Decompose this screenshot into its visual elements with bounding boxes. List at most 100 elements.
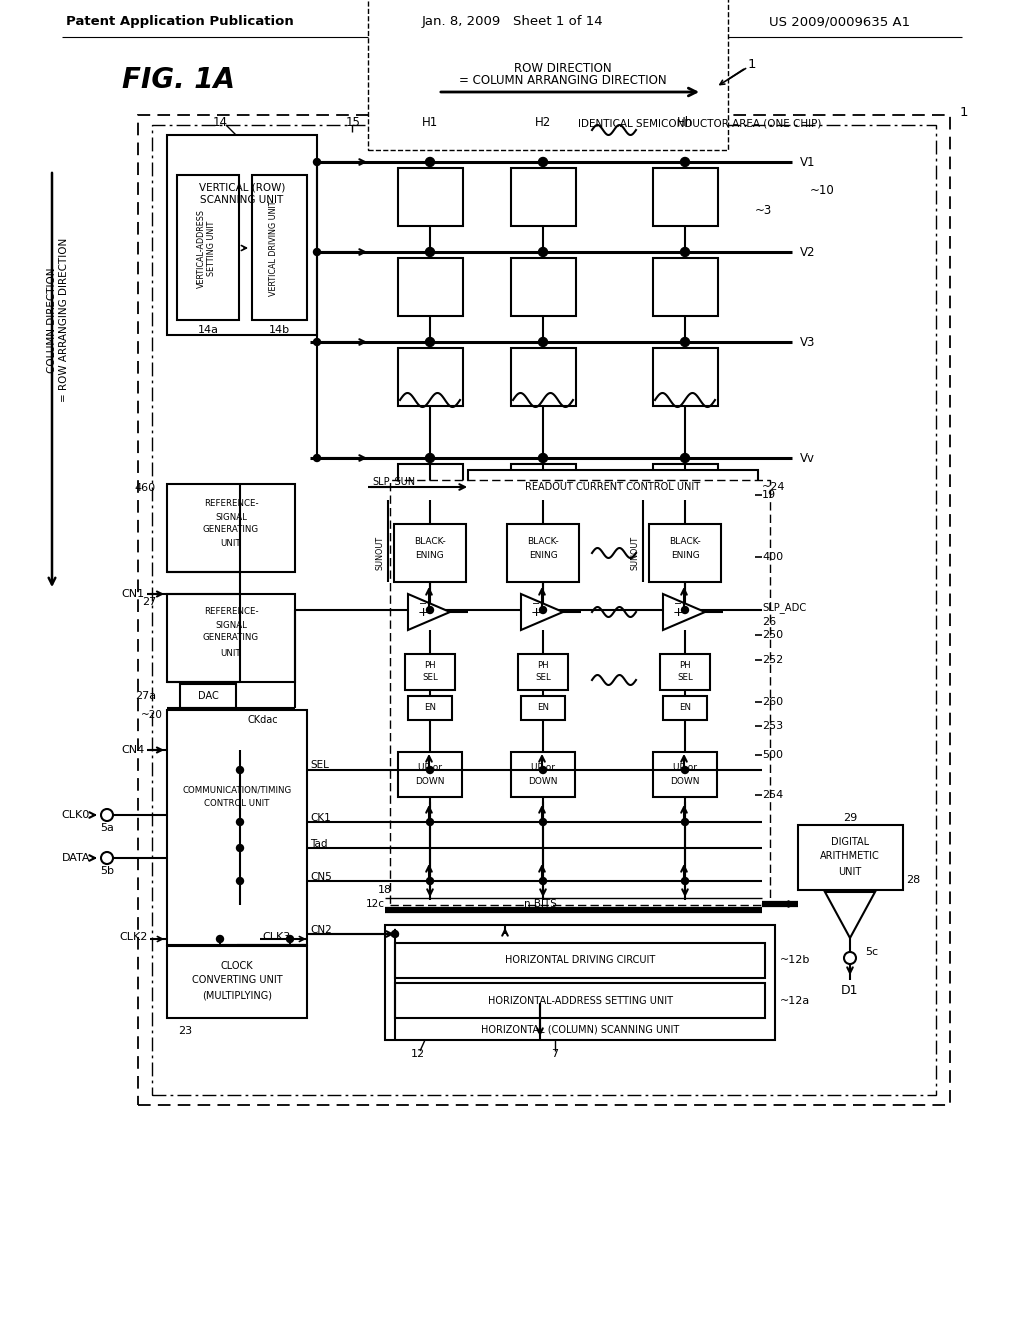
Circle shape (426, 454, 434, 462)
Circle shape (540, 606, 547, 614)
Text: 29: 29 (843, 813, 857, 822)
Text: HORIZONTAL DRIVING CIRCUIT: HORIZONTAL DRIVING CIRCUIT (505, 954, 655, 965)
Text: DATA: DATA (61, 853, 90, 863)
Text: CN1: CN1 (122, 589, 145, 599)
Text: −: − (674, 599, 682, 609)
Text: Jan. 8, 2009   Sheet 1 of 14: Jan. 8, 2009 Sheet 1 of 14 (421, 16, 603, 29)
Bar (395, 942, 765, 978)
Text: +: + (530, 606, 542, 619)
Text: CLK0: CLK0 (61, 810, 90, 820)
Text: DOWN: DOWN (416, 776, 444, 785)
Text: V1: V1 (800, 156, 815, 169)
Bar (511, 168, 575, 226)
Text: US 2009/0009635 A1: US 2009/0009635 A1 (769, 16, 910, 29)
Text: 7: 7 (552, 1049, 558, 1059)
Bar (660, 653, 710, 690)
Text: CLK2: CLK2 (120, 932, 148, 942)
Text: PH: PH (424, 661, 436, 671)
Text: CKdac: CKdac (248, 715, 279, 725)
Text: UP or: UP or (418, 763, 442, 771)
Text: (MULTIPLYING): (MULTIPLYING) (202, 991, 272, 1001)
Circle shape (426, 248, 434, 256)
Circle shape (426, 338, 434, 346)
Circle shape (313, 158, 321, 165)
Text: 5c: 5c (865, 946, 879, 957)
Bar (468, 470, 758, 506)
Circle shape (682, 818, 688, 825)
Text: BLACK-: BLACK- (527, 537, 559, 546)
Text: 28: 28 (906, 875, 921, 884)
Text: 260: 260 (762, 697, 783, 708)
Circle shape (427, 767, 433, 774)
Text: CLK3: CLK3 (262, 932, 290, 942)
Bar (152, 125, 936, 1096)
Text: 400: 400 (762, 552, 783, 562)
Text: 14: 14 (213, 116, 228, 128)
Bar (521, 696, 565, 719)
Bar (167, 946, 307, 1018)
Text: 250: 250 (762, 630, 783, 640)
Circle shape (427, 606, 433, 614)
Circle shape (539, 454, 548, 462)
Bar (180, 684, 236, 708)
Text: UNIT: UNIT (221, 649, 242, 659)
Circle shape (539, 157, 548, 166)
Circle shape (681, 157, 689, 166)
Bar (398, 752, 462, 797)
Text: COLUMN DIRECTION: COLUMN DIRECTION (47, 267, 57, 372)
Text: CN5: CN5 (310, 873, 332, 882)
Text: = COLUMN ARRANGING DIRECTION: = COLUMN ARRANGING DIRECTION (459, 74, 667, 87)
Polygon shape (825, 892, 874, 939)
Text: SLP_SUN: SLP_SUN (372, 477, 415, 487)
Bar (167, 710, 307, 945)
Text: 1: 1 (961, 107, 969, 120)
Text: SCANNING UNIT: SCANNING UNIT (201, 195, 284, 205)
Bar (398, 348, 463, 407)
Text: 1: 1 (748, 58, 757, 71)
Bar (798, 825, 903, 890)
Circle shape (313, 248, 321, 256)
Text: DOWN: DOWN (528, 776, 558, 785)
Text: SEL: SEL (422, 673, 438, 682)
Polygon shape (408, 594, 450, 630)
Text: EN: EN (537, 704, 549, 713)
Circle shape (540, 878, 547, 884)
Circle shape (681, 248, 689, 256)
Text: IDENTICAL SEMICONDUCTOR AREA (ONE CHIP): IDENTICAL SEMICONDUCTOR AREA (ONE CHIP) (579, 117, 821, 128)
Text: VERTICAL (ROW): VERTICAL (ROW) (199, 182, 286, 191)
Bar (408, 696, 452, 719)
Bar (406, 653, 455, 690)
Text: 19: 19 (762, 490, 776, 500)
Bar (511, 257, 575, 315)
Text: ~10: ~10 (810, 183, 835, 197)
Text: DOWN: DOWN (671, 776, 699, 785)
Bar (252, 176, 307, 319)
Bar (653, 257, 718, 315)
Text: HORIZONTAL-ADDRESS SETTING UNIT: HORIZONTAL-ADDRESS SETTING UNIT (487, 997, 673, 1006)
Bar (167, 594, 295, 682)
Text: BLACK-: BLACK- (669, 537, 700, 546)
Circle shape (427, 818, 433, 825)
Text: 14a: 14a (198, 325, 218, 335)
Text: UNIT: UNIT (839, 867, 861, 876)
Bar (395, 983, 765, 1018)
Text: 5b: 5b (100, 866, 114, 876)
Text: UP or: UP or (531, 763, 555, 771)
Text: DIGITAL: DIGITAL (830, 837, 869, 847)
Text: 12: 12 (411, 1049, 425, 1059)
Circle shape (237, 845, 244, 851)
Text: VERTICAL-ADDRESS: VERTICAL-ADDRESS (197, 209, 206, 288)
Text: HORIZONTAL (COLUMN) SCANNING UNIT: HORIZONTAL (COLUMN) SCANNING UNIT (481, 1026, 679, 1035)
Polygon shape (521, 594, 563, 630)
Bar (663, 696, 707, 719)
Text: SETTING UNIT: SETTING UNIT (207, 220, 215, 276)
Circle shape (539, 338, 548, 346)
Text: n BITS: n BITS (523, 899, 556, 909)
Text: FIG. 1A: FIG. 1A (122, 66, 234, 94)
Text: CK1: CK1 (310, 813, 331, 822)
Bar (398, 257, 463, 315)
Text: 252: 252 (762, 655, 783, 665)
Text: ~20: ~20 (141, 710, 163, 719)
Text: D1: D1 (842, 983, 859, 997)
Text: 27: 27 (141, 597, 156, 607)
